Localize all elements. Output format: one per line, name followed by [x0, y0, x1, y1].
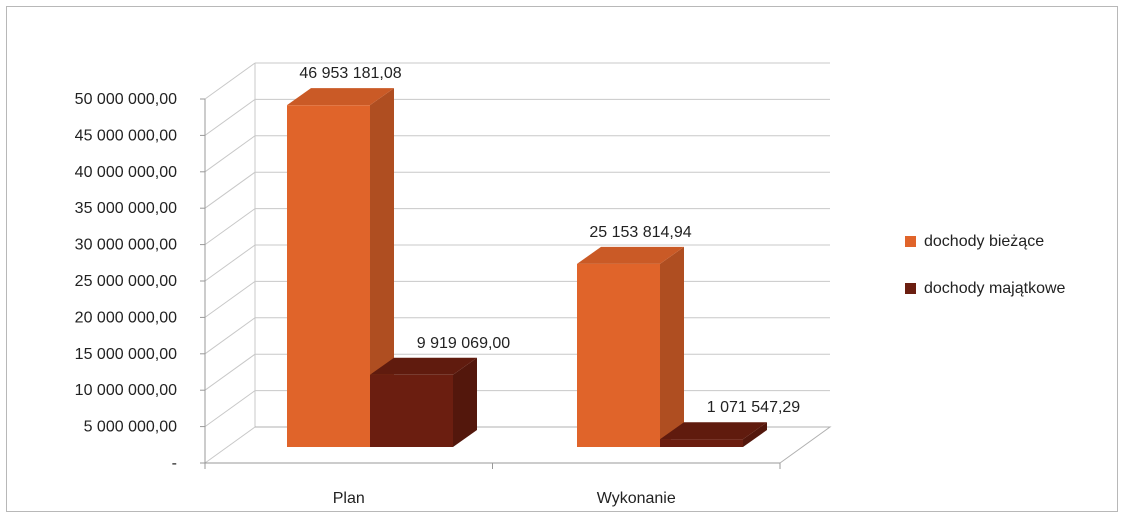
bar [370, 357, 477, 447]
chart-frame [6, 6, 1118, 512]
gridline-side [204, 280, 256, 318]
data-label: 46 953 181,08 [299, 65, 401, 82]
bar [660, 422, 767, 447]
gridline-side [204, 98, 256, 136]
bar-front [577, 263, 660, 447]
bar-front [370, 374, 453, 447]
gridline-side [204, 244, 256, 282]
y-tick-label: 45 000 000,00 [75, 127, 177, 144]
data-label: 1 071 547,29 [707, 399, 801, 416]
bar-side [660, 246, 684, 447]
bar-top [370, 357, 477, 375]
data-label: 9 919 069,00 [417, 335, 511, 352]
x-tick-label: Wykonanie [597, 490, 676, 507]
legend-label: dochody bieżące [924, 233, 1044, 250]
gridline-side [204, 208, 256, 246]
y-tick-label: 40 000 000,00 [75, 164, 177, 181]
y-tick-label: 20 000 000,00 [75, 309, 177, 326]
axes: - 5 000 000,00 10 000 000,00 15 000 000,00 2… [75, 91, 781, 507]
legend-label: dochody majątkowe [924, 280, 1066, 297]
bar-side [453, 357, 477, 447]
bars [287, 88, 767, 447]
bar-top [287, 88, 394, 106]
bar-front [660, 439, 743, 447]
legend-swatch [905, 283, 916, 294]
gridline-side [204, 353, 256, 391]
y-tick-label: 30 000 000,00 [75, 237, 177, 254]
gridline-side [204, 171, 256, 209]
y-tick-label: 15 000 000,00 [75, 346, 177, 363]
bar-top [577, 246, 684, 264]
x-tick-label: Plan [333, 490, 365, 507]
bar [287, 88, 394, 447]
y-tick-label: 10 000 000,00 [75, 382, 177, 399]
bar-side [743, 422, 767, 447]
y-tick-label: - [172, 455, 177, 472]
gridline-side [204, 426, 256, 464]
gridline-side [204, 390, 256, 428]
bar-front [287, 105, 370, 447]
data-labels: 46 953 181,08 25 153 814,94 9 919 069,00 1 … [299, 65, 800, 416]
gridline-side [204, 62, 256, 100]
y-tick-label: 25 000 000,00 [75, 273, 177, 290]
gridline-side [204, 135, 256, 173]
bar-side [370, 88, 394, 447]
legend-swatch [905, 236, 916, 247]
gridline-side [204, 317, 256, 355]
y-tick-label: 50 000 000,00 [75, 91, 177, 108]
y-tick-label: 35 000 000,00 [75, 200, 177, 217]
data-label: 25 153 814,94 [589, 224, 691, 241]
y-tick-label: 5 000 000,00 [84, 419, 178, 436]
bar [577, 246, 684, 447]
bar-top [660, 422, 767, 440]
legend: dochody bieżące dochody majątkowe [905, 233, 1066, 297]
